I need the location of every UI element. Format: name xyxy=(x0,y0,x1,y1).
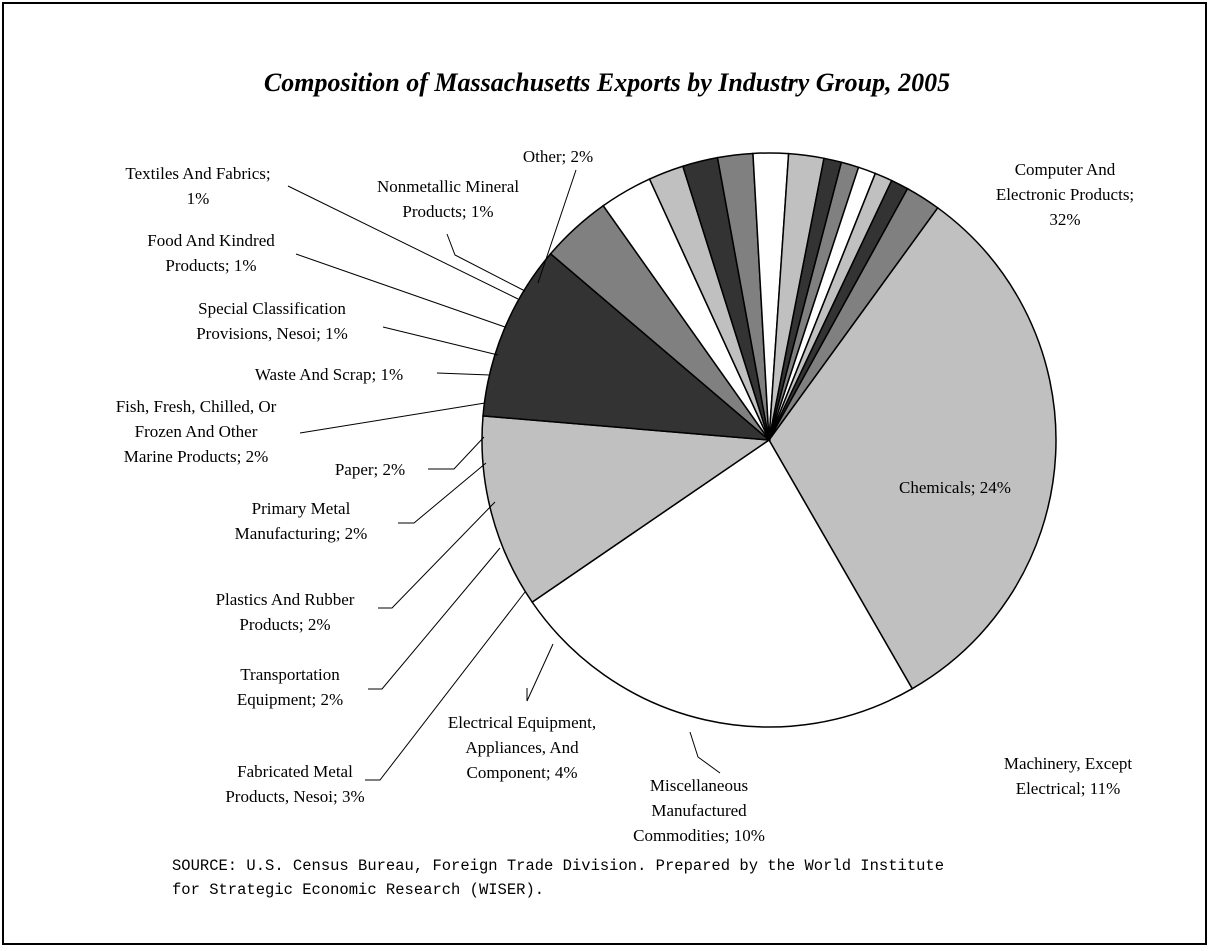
slice-label-line: Chemicals; 24% xyxy=(899,478,1011,497)
slice-label-line: Miscellaneous xyxy=(650,776,748,795)
slice-label-line: Special Classification xyxy=(198,299,346,318)
slice-label-line: 32% xyxy=(1049,210,1080,229)
slice-label-line: Textiles And Fabrics; xyxy=(125,164,270,183)
slice-label-line: Manufacturing; 2% xyxy=(235,524,368,543)
slice-label-1: Computer And Electronic Products; 32% xyxy=(996,160,1134,229)
leader-line-9 xyxy=(398,462,487,524)
slice-label-line: Transportation xyxy=(240,665,340,684)
pie-slice-17 xyxy=(768,187,939,441)
slice-label-line: Marine Products; 2% xyxy=(124,447,268,466)
slice-label-2: Chemicals; 24% xyxy=(899,478,1011,497)
leader-line-4 xyxy=(689,731,721,774)
chart-title: Composition of Massachusetts Exports by … xyxy=(263,68,951,97)
slice-label-13: Special Classification Provisions, Nesoi;… xyxy=(196,299,348,343)
slice-label-line: 1% xyxy=(187,189,210,208)
slice-label-line: Food And Kindred xyxy=(147,231,275,250)
slice-label-10: Paper; 2% xyxy=(335,460,405,479)
leader-line-16 xyxy=(446,233,526,292)
slice-label-12: Waste And Scrap; 1% xyxy=(255,365,403,384)
leader-line-8 xyxy=(378,501,496,609)
leader-line-12 xyxy=(436,372,491,376)
slice-label-line: Products; 2% xyxy=(239,615,330,634)
slice-label-9: Primary Metal Manufacturing; 2% xyxy=(235,499,368,543)
slice-labels: Computer And Electronic Products; 32% Chemi… xyxy=(116,147,1134,845)
pie-slice-1 xyxy=(768,206,1057,690)
slice-label-3: Machinery, Except Electrical; 11% xyxy=(1004,754,1133,798)
slice-label-line: Products; 1% xyxy=(402,202,493,221)
slice-label-6: Fabricated Metal Products, Nesoi; 3% xyxy=(225,762,364,806)
slice-label-line: Electrical; 11% xyxy=(1016,779,1121,798)
leader-line-11 xyxy=(299,402,486,434)
leader-line-14 xyxy=(295,253,506,328)
slice-label-line: Products, Nesoi; 3% xyxy=(225,787,364,806)
slice-label-line: Nonmetallic Mineral xyxy=(377,177,519,196)
leader-line-15 xyxy=(287,185,519,300)
slice-label-4: Miscellaneous Manufactured Commodities; 10… xyxy=(633,776,765,845)
leader-lines xyxy=(287,169,721,781)
pie-slices xyxy=(481,152,1057,728)
slice-label-line: Computer And xyxy=(1015,160,1116,179)
source-line-1: SOURCE: U.S. Census Bureau, Foreign Trad… xyxy=(172,857,945,875)
slice-label-line: Waste And Scrap; 1% xyxy=(255,365,403,384)
slice-label-line: Primary Metal xyxy=(252,499,351,518)
pie-slice-4 xyxy=(482,252,772,441)
pie-slice-2 xyxy=(531,438,914,728)
slice-label-16: Nonmetallic Mineral Products; 1% xyxy=(377,177,519,221)
slice-label-line: Fish, Fresh, Chilled, Or xyxy=(116,397,277,416)
source-note: SOURCE: U.S. Census Bureau, Foreign Trad… xyxy=(172,854,1032,902)
slice-label-line: Commodities; 10% xyxy=(633,826,765,845)
leader-line-7 xyxy=(368,547,501,690)
slice-label-line: Products; 1% xyxy=(165,256,256,275)
slice-label-line: Other; 2% xyxy=(523,147,593,166)
slice-label-line: Paper; 2% xyxy=(335,460,405,479)
slice-label-line: Electronic Products; xyxy=(996,185,1134,204)
slice-label-17: Other; 2% xyxy=(523,147,593,166)
slice-label-14: Food And Kindred Products; 1% xyxy=(147,231,275,275)
leader-line-6 xyxy=(365,591,526,781)
slice-label-line: Plastics And Rubber xyxy=(216,590,355,609)
slice-label-line: Frozen And Other xyxy=(135,422,258,441)
pie-slice-3 xyxy=(481,415,772,604)
leader-line-5 xyxy=(526,643,554,702)
slice-label-line: Component; 4% xyxy=(467,763,578,782)
slice-label-line: Fabricated Metal xyxy=(237,762,353,781)
slice-label-15: Textiles And Fabrics; 1% xyxy=(125,164,270,208)
leader-line-17 xyxy=(537,169,577,284)
slice-label-line: Provisions, Nesoi; 1% xyxy=(196,324,348,343)
slice-label-line: Machinery, Except xyxy=(1004,754,1133,773)
slice-label-5: Electrical Equipment, Appliances, And Comp… xyxy=(448,713,596,782)
slice-label-line: Electrical Equipment, xyxy=(448,713,596,732)
slice-label-11: Fish, Fresh, Chilled, Or Frozen And Other… xyxy=(116,397,277,466)
leader-line-13 xyxy=(382,326,499,356)
leader-line-10 xyxy=(428,436,485,470)
slice-label-8: Plastics And Rubber Products; 2% xyxy=(216,590,355,634)
slice-label-7: Transportation Equipment; 2% xyxy=(237,665,343,709)
slice-label-line: Equipment; 2% xyxy=(237,690,343,709)
slice-label-line: Appliances, And xyxy=(465,738,579,757)
source-line-2: for Strategic Economic Research (WISER). xyxy=(172,881,545,899)
slice-label-line: Manufactured xyxy=(651,801,747,820)
